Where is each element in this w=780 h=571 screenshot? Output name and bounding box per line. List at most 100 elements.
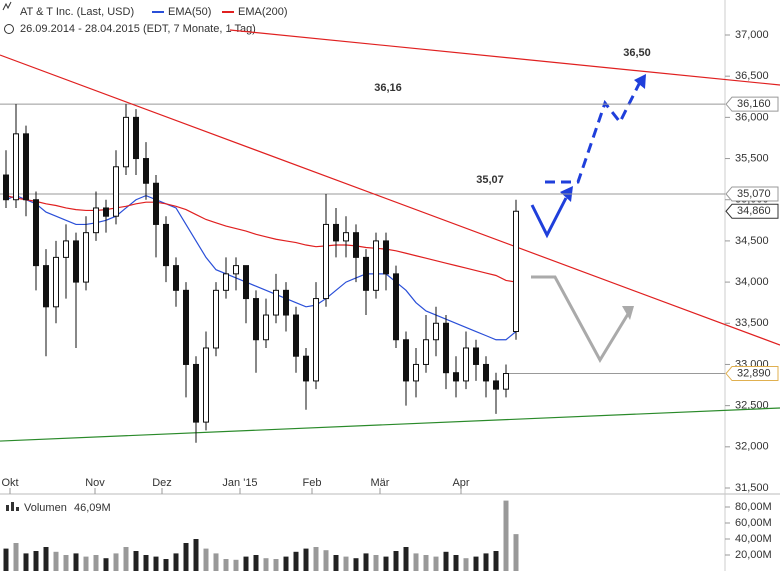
candle-body [173,265,179,291]
volume-bar [303,548,309,571]
candle-body [483,363,489,382]
y-tick-label: 20,00M [735,549,772,561]
candle-body [363,256,369,291]
volume-bar [33,551,39,571]
volume-bar [13,543,19,571]
trend-line [0,54,780,346]
volume-bar [293,551,299,571]
candle-body [503,373,509,390]
x-tick-label: Jan '15 [222,477,257,489]
y-tick-label: 80,00M [735,501,772,513]
candle-body [453,372,459,382]
volume-bar [433,556,439,571]
volume-bar [3,548,9,571]
volume-bar [133,551,139,571]
volume-bar [463,558,469,571]
candle-body [423,339,429,365]
candle-body [413,363,419,382]
volume-bar [383,556,389,571]
volume-bar [203,548,209,571]
clock-icon [4,24,14,34]
candle-body [113,166,119,217]
legend-label: EMA(50) [168,6,211,18]
volume-bar [373,555,379,571]
volume-bar [363,553,369,571]
legend-label: EMA(200) [238,6,288,18]
volume-bar [343,556,349,571]
price-tag [725,203,779,219]
candle-body [93,207,99,234]
volume-bar [63,555,69,571]
y-tick-label: 32,000 [735,441,769,453]
candle-body [243,265,249,300]
candle-body [463,347,469,382]
candle-body [63,240,69,258]
candle-body [443,322,449,374]
x-tick-label: Feb [303,477,322,489]
volume-bar [163,559,169,571]
candle-body [153,182,159,225]
trend-line [0,407,780,442]
volume-bar [313,547,319,571]
y-tick-label: 60,00M [735,517,772,529]
volume-bar [473,556,479,571]
candle-body [143,158,149,184]
volume-bar [43,547,49,571]
candle-body [513,210,519,333]
x-tick-label: Apr [452,477,469,489]
volume-bar [123,547,129,571]
arrow-head [622,306,634,320]
volume-bar [483,553,489,571]
candle-body [123,116,129,168]
volume-bar [183,543,189,571]
volume-bar [113,553,119,571]
annotation: 35,07 [476,174,504,186]
chart-subtitle: 26.09.2014 - 28.04.2015 (EDT, 7 Monate, … [20,23,256,35]
candle-body [343,232,349,242]
candle-body [313,298,319,382]
x-tick-label: Mär [371,477,390,489]
candle-body [333,223,339,242]
volume-bar [23,553,29,571]
price-tag-label: 34,860 [737,205,771,217]
volume-bar [283,556,289,571]
volume-icon [6,505,9,511]
y-tick-label: 36,500 [735,70,769,82]
volume-bar [83,556,89,571]
y-tick-label: 36,000 [735,111,769,123]
candle-body [193,363,199,423]
volume-icon [11,502,14,511]
price-tag-label: 36,160 [737,98,771,110]
price-tag-label: 32,890 [737,367,771,379]
candle-body [433,322,439,341]
candle-body [273,289,279,316]
chart-title: AT & T Inc. (Last, USD) [20,6,134,18]
candle-body [203,347,209,423]
candle-body [283,289,289,316]
candle-body [233,265,239,275]
volume-bar [273,559,279,571]
y-tick-label: 37,000 [735,29,769,41]
volume-bar [173,553,179,571]
candle-body [323,223,329,300]
volume-bar [263,558,269,571]
volume-bar [333,555,339,571]
x-tick-label: Nov [85,477,105,489]
volume-title: Volumen [24,502,67,514]
candle-body [383,240,389,275]
volume-bar [413,553,419,571]
forecast-arrow [545,81,642,184]
volume-bar [153,556,159,571]
volume-bar [53,551,59,571]
annotation: 36,16 [374,82,402,94]
candle-body [493,380,499,390]
candle-body [393,273,399,341]
volume-bar [143,555,149,571]
candle-body [53,256,59,308]
x-tick-label: Dez [152,477,172,489]
candle-body [83,232,89,283]
candle-body [353,232,359,258]
trend-line [229,29,780,86]
candle-body [33,199,39,267]
